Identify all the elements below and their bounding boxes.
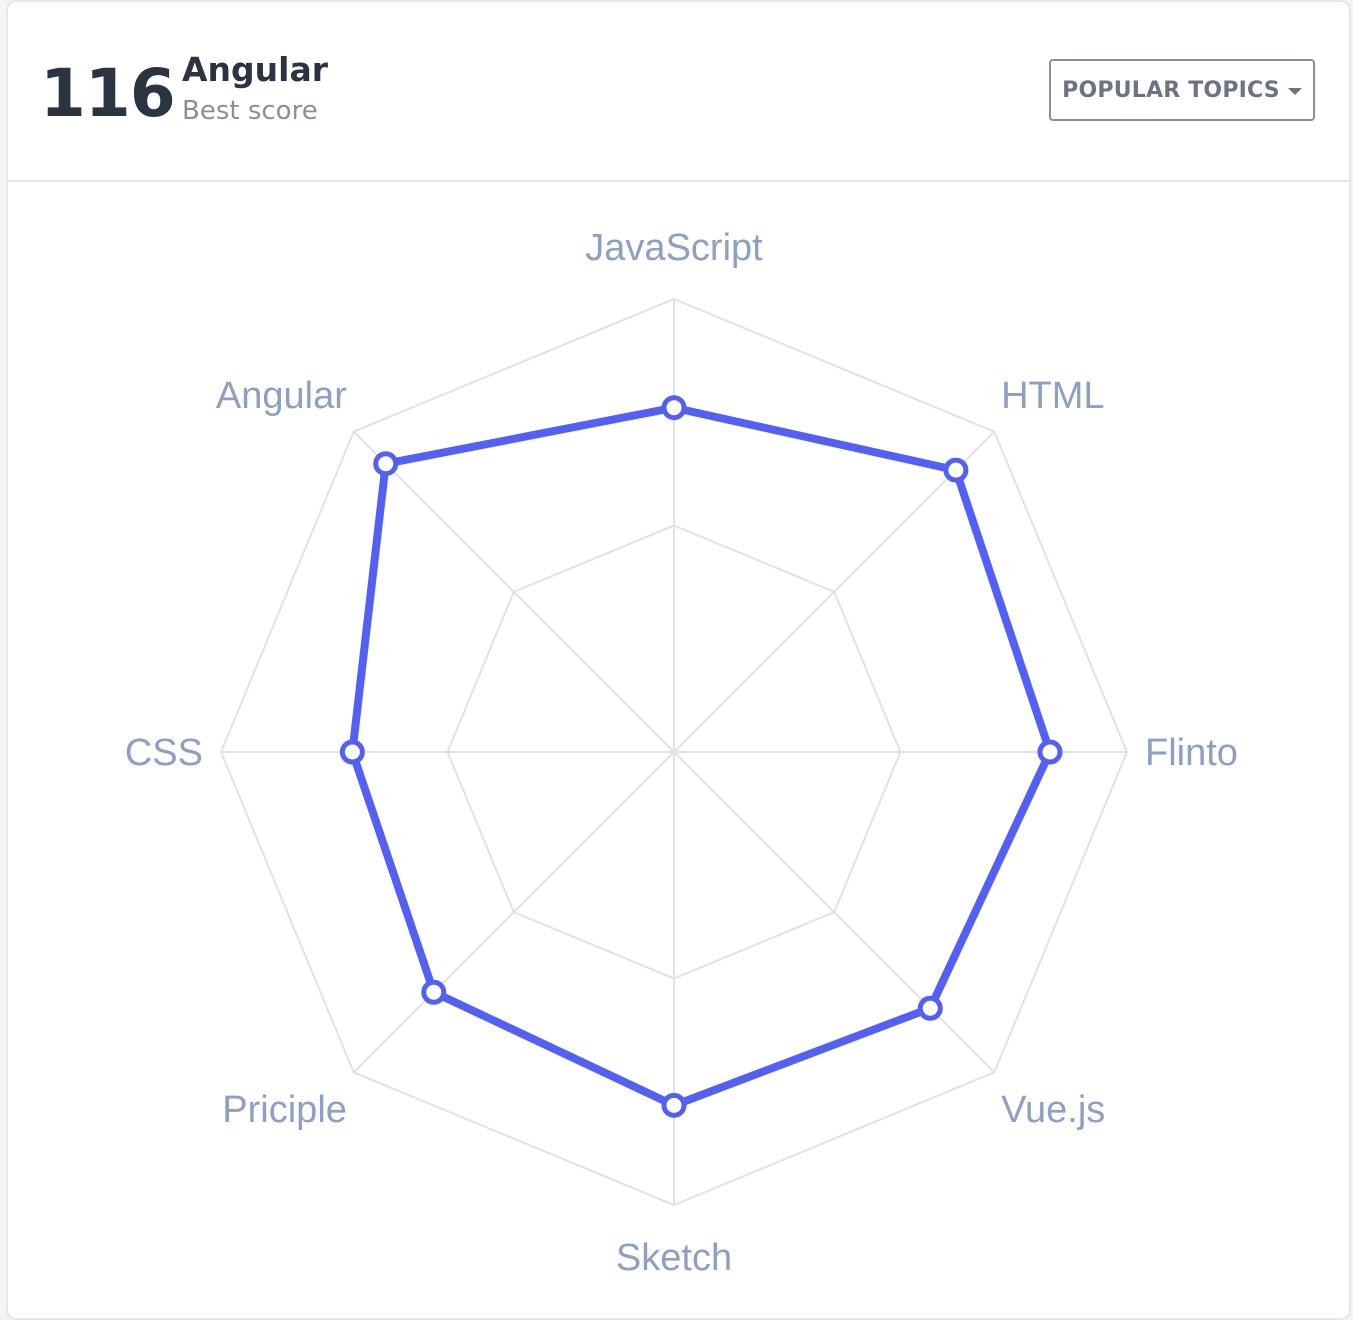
data-point-flinto: [1037, 739, 1063, 765]
axis-label-javascript: JavaScript: [585, 227, 763, 269]
radar-chart: JavaScript HTML Flinto Vue.js Sketch Priciple…: [8, 2, 1349, 1318]
radar-chart-svg: JavaScript HTML Flinto Vue.js Sketch Priciple…: [125, 227, 1238, 1279]
chevron-down-icon: [1287, 87, 1302, 95]
data-point-javascript: [661, 395, 687, 421]
best-score-caption: Best score: [182, 96, 318, 126]
radar-series-line: [348, 403, 1054, 1110]
radar-axis-spoke: [673, 430, 996, 753]
radar-axis-spoke: [352, 751, 675, 1074]
popular-topics-dropdown[interactable]: POPULAR TOPICS: [1049, 59, 1315, 121]
axis-label-css: CSS: [125, 732, 203, 774]
card-header: 116 Angular Best score POPULAR TOPICS: [8, 2, 1349, 182]
best-score-value: 116: [40, 55, 176, 132]
data-point-sketch: [661, 1092, 687, 1118]
best-topic-name: Angular: [182, 50, 329, 89]
axis-label-flinto: Flinto: [1145, 732, 1238, 774]
data-point-html: [943, 457, 969, 483]
data-point-css: [339, 739, 365, 765]
data-point-priciple: [421, 979, 447, 1005]
radar-axis-spoke: [352, 430, 675, 753]
axis-label-sketch: Sketch: [616, 1237, 732, 1279]
axis-label-html: HTML: [1001, 375, 1104, 417]
data-point-vue-js: [917, 995, 943, 1021]
axis-label-angular: Angular: [216, 375, 347, 417]
score-card: 116 Angular Best score POPULAR TOPICS Ja…: [6, 0, 1351, 1320]
axis-label-vue-js: Vue.js: [1001, 1089, 1105, 1131]
data-point-angular: [373, 451, 399, 477]
radar-axis-spoke: [673, 751, 996, 1074]
axis-label-priciple: Priciple: [222, 1089, 347, 1131]
dropdown-label: POPULAR TOPICS: [1062, 77, 1280, 103]
